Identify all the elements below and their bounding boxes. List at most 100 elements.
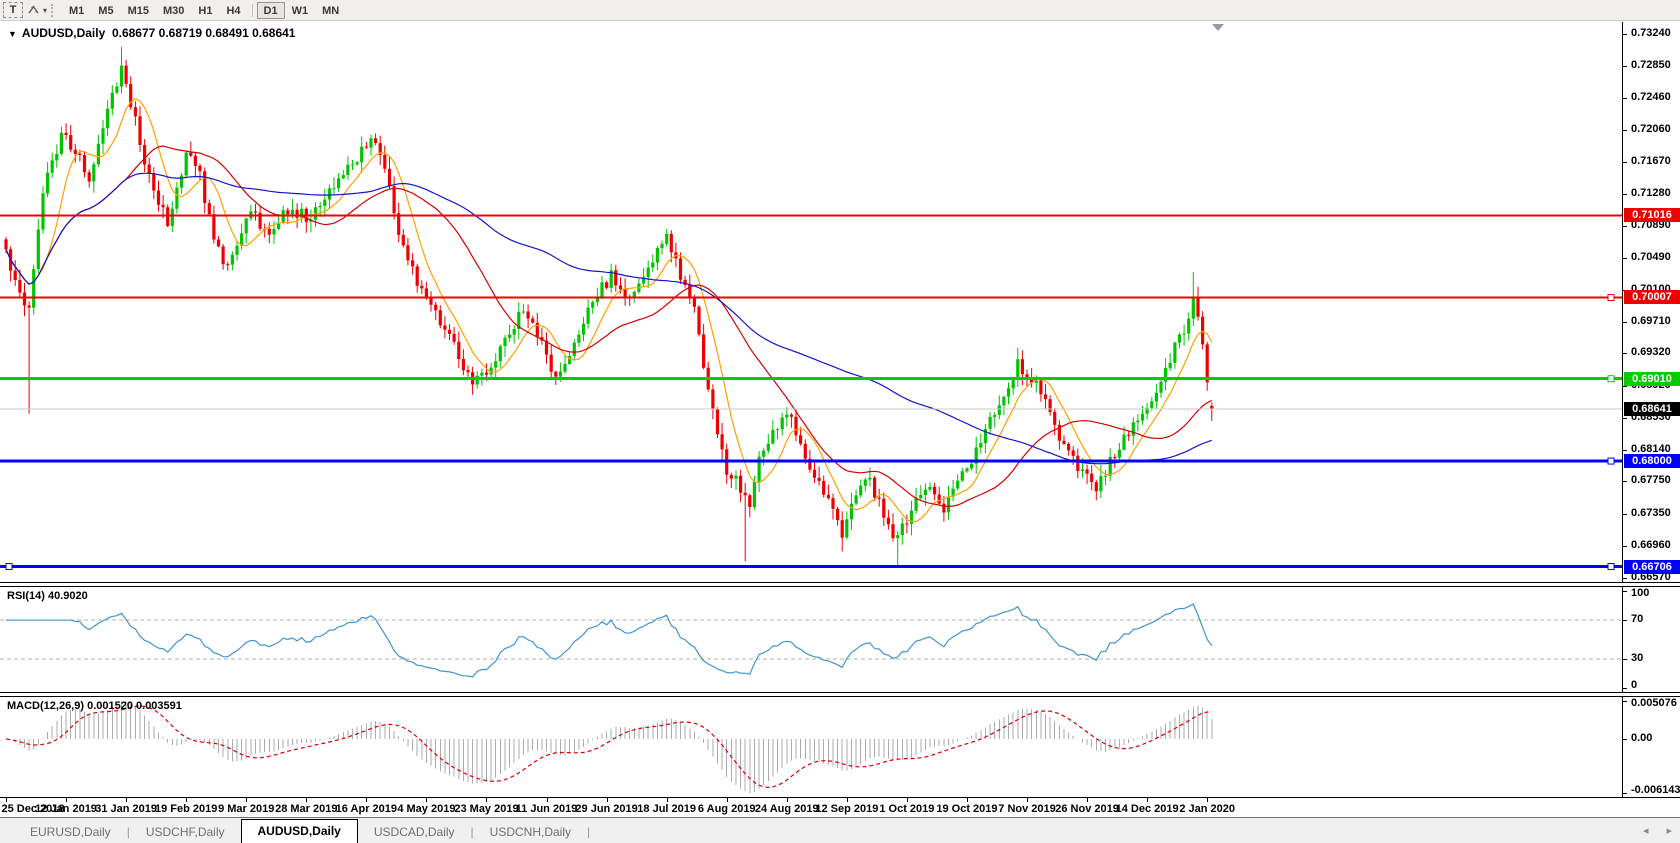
down-candle-wicks [5, 59, 1213, 562]
timeframe-button-m15[interactable]: M15 [127, 4, 149, 17]
price-tick-mark [1623, 417, 1627, 419]
price-tick-label: 0.70490 [1631, 251, 1671, 264]
price-tick-label: 0.69320 [1631, 346, 1671, 359]
rsi-tick-label: 30 [1631, 651, 1644, 664]
chart-title: ▼ AUDUSD,Daily 0.68677 0.68719 0.68491 0.… [8, 26, 295, 40]
price-tick-mark [1623, 193, 1627, 195]
rsi-tick-label: 70 [1631, 613, 1644, 626]
tab-separator: | [587, 825, 591, 839]
date-label: 9 Mar 2019 [218, 803, 275, 815]
price-tick-mark [1623, 386, 1627, 388]
price-tick-label: 0.72460 [1631, 90, 1671, 103]
macd-tick-mark [1623, 738, 1627, 740]
date-tick-mark [186, 798, 188, 802]
timeframe-button-mn[interactable]: MN [322, 4, 340, 17]
date-label: 12 Jan 2019 [35, 803, 97, 815]
price-tick-mark [1623, 161, 1627, 163]
price-tick-mark [1623, 65, 1627, 67]
chart-collapse-icon[interactable]: ▼ [8, 29, 17, 39]
date-label: 29 Jun 2019 [575, 803, 638, 815]
price-level-badge: 0.71016 [1624, 208, 1680, 223]
timeframe-button-d1[interactable]: D1 [256, 1, 285, 19]
price-level-badge: 0.70007 [1624, 290, 1680, 305]
tab-scroll-controls: ◂ ▸ [1643, 824, 1672, 837]
price-tick-mark [1623, 34, 1627, 35]
toolbar-grip[interactable] [51, 3, 57, 17]
tab-scroll-right-icon[interactable]: ▸ [1666, 825, 1672, 837]
panel-splitter[interactable] [0, 692, 1680, 697]
date-label: 11 Jun 2019 [515, 803, 578, 815]
timeframe-button-m30[interactable]: M30 [162, 4, 185, 17]
date-axis[interactable]: 25 Dec 2018 12 Jan 2019 31 Jan 2019 19 Feb … [0, 797, 1680, 817]
price-axis[interactable]: 0.73240 0.72850 0.72460 0.72060 0.71670 0.712… [1622, 22, 1680, 583]
panel-splitter[interactable] [0, 582, 1680, 587]
tab-audusd[interactable]: AUDUSD,Daily [240, 819, 358, 843]
timeframe-button-m5[interactable]: M5 [98, 4, 114, 17]
macd-tick-label: 0.005076 [1631, 697, 1677, 709]
arrows-tool-dropdown-caret[interactable]: ▾ [43, 5, 48, 15]
hline-handle-0.66706[interactable] [1607, 563, 1615, 571]
macd-axis[interactable]: 0.005076 0.00 -0.006143 [1622, 697, 1680, 797]
date-tick-mark [6, 798, 7, 802]
date-tick-mark [306, 798, 308, 802]
chart-ohlc-values: 0.68677 0.68719 0.68491 0.68641 [111, 26, 296, 40]
macd-tick-mark [1623, 793, 1627, 794]
date-tick-mark [66, 798, 68, 802]
rsi-tick-mark [1623, 620, 1627, 622]
macd-histogram [10, 701, 1213, 793]
date-tick-mark [906, 798, 908, 802]
date-tick-mark [1087, 798, 1089, 802]
top-toolbar: T ▾ M1 M5 M15 M30 H1 H4 D1 W1 MN [0, 0, 1680, 21]
text-tool-button[interactable]: T [3, 2, 23, 18]
timeframe-button-m1[interactable]: M1 [69, 4, 85, 17]
timeframe-button-h4[interactable]: H4 [226, 4, 241, 17]
date-tick-mark [126, 798, 128, 802]
date-label: 24 Aug 2019 [754, 803, 819, 815]
date-tick-mark [1147, 798, 1149, 802]
macd-signal-line [5, 705, 1212, 789]
timeframe-button-group: M1 M5 M15 M30 H1 H4 D1 W1 MN [62, 1, 346, 19]
date-tick-mark [426, 798, 428, 802]
rsi-tick-mark [1623, 658, 1627, 660]
price-chart-panel [0, 22, 1622, 582]
tab-scroll-left-icon[interactable]: ◂ [1642, 825, 1649, 837]
price-level-badge: 0.66706 [1624, 559, 1680, 574]
rsi-tick-mark [1623, 591, 1627, 592]
medium-ma-line [5, 145, 1213, 508]
price-tick-label: 0.67750 [1631, 474, 1671, 487]
chart-shift-marker[interactable] [1212, 24, 1224, 31]
hline-handle-0.70007[interactable] [1607, 293, 1615, 301]
timeframe-button-w1[interactable]: W1 [291, 4, 309, 17]
chart-tab-bar: EURUSD,Daily | USDCHF,Daily AUDUSD,Daily USD… [0, 817, 1680, 843]
date-label: 7 Nov 2019 [998, 803, 1056, 815]
hline-handle-0.68000[interactable] [1607, 457, 1615, 465]
price-tick-label: 0.68140 [1631, 442, 1671, 455]
chart-tabs: EURUSD,Daily | USDCHF,Daily AUDUSD,Daily USD… [14, 819, 591, 843]
tab-separator: | [470, 825, 474, 839]
macd-tick-label: 0.00 [1631, 731, 1653, 744]
macd-tick-label: -0.006143 [1631, 784, 1680, 796]
hline-handle-0.69010[interactable] [1607, 375, 1615, 383]
date-tick-mark [726, 798, 728, 802]
slow-ma-line [5, 172, 1212, 465]
date-tick-mark [486, 798, 488, 802]
date-label: 12 Sep 2019 [815, 803, 879, 815]
tab-eurusd[interactable]: EURUSD,Daily [30, 825, 111, 839]
tab-usdchf[interactable]: USDCHF,Daily [145, 825, 225, 839]
arrows-tool-button[interactable] [25, 2, 41, 18]
price-tick-mark [1623, 225, 1627, 227]
price-tick-mark [1623, 545, 1627, 547]
hline-handle-0.66706[interactable] [5, 563, 13, 571]
date-tick-mark [366, 798, 368, 802]
price-tick-mark [1623, 130, 1627, 132]
price-tick-mark [1623, 449, 1627, 451]
tab-usdcad[interactable]: USDCAD,Daily [373, 825, 455, 839]
timeframe-button-h1[interactable]: H1 [198, 4, 213, 17]
date-tick-mark [246, 798, 248, 802]
tab-usdcnh[interactable]: USDCNH,Daily [489, 825, 572, 839]
macd-indicator-panel [0, 697, 1622, 797]
date-label: 6 Aug 2019 [697, 803, 756, 815]
rsi-axis[interactable]: 100 70 30 0 [1622, 587, 1680, 692]
date-label: 2 Jan 2020 [1179, 803, 1236, 815]
tab-separator: | [126, 825, 130, 839]
